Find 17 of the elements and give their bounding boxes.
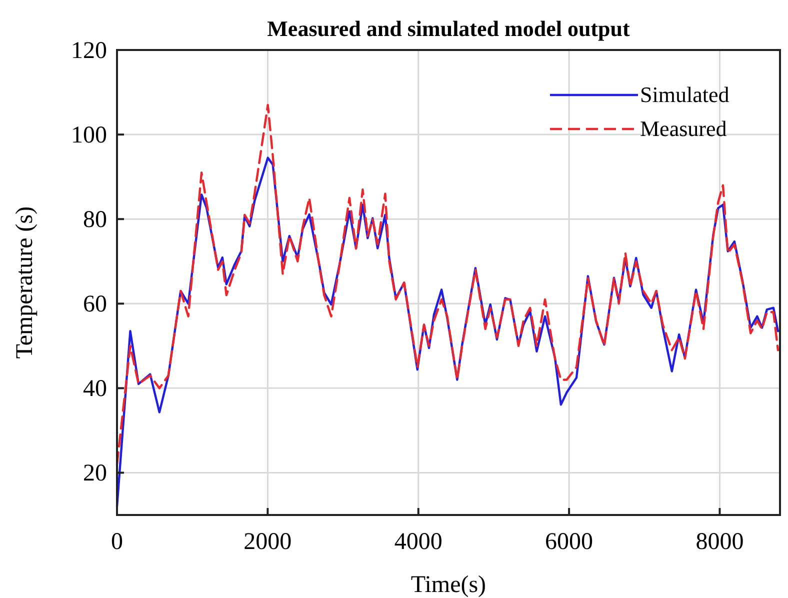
- chart-title: Measured and simulated model output: [267, 16, 630, 41]
- y-tick-label: 20: [83, 460, 107, 487]
- y-tick-label: 40: [83, 376, 107, 402]
- legend-label: Measured: [640, 116, 727, 141]
- y-tick-label: 100: [71, 122, 107, 149]
- x-tick-label: 8000: [696, 529, 744, 555]
- x-axis-title: Time(s): [410, 572, 486, 598]
- x-tick-label: 0: [111, 529, 123, 555]
- x-tick-label: 6000: [545, 529, 594, 555]
- y-tick-label: 120: [71, 38, 107, 64]
- x-tick-label: 2000: [244, 529, 292, 555]
- legend-label: Simulated: [640, 82, 730, 107]
- y-tick-label: 80: [83, 207, 107, 234]
- line-series: [116, 104, 780, 466]
- y-axis-title: Temperature (s): [12, 206, 38, 359]
- x-tick-label: 4000: [394, 529, 442, 555]
- y-tick-label: 60: [83, 292, 107, 318]
